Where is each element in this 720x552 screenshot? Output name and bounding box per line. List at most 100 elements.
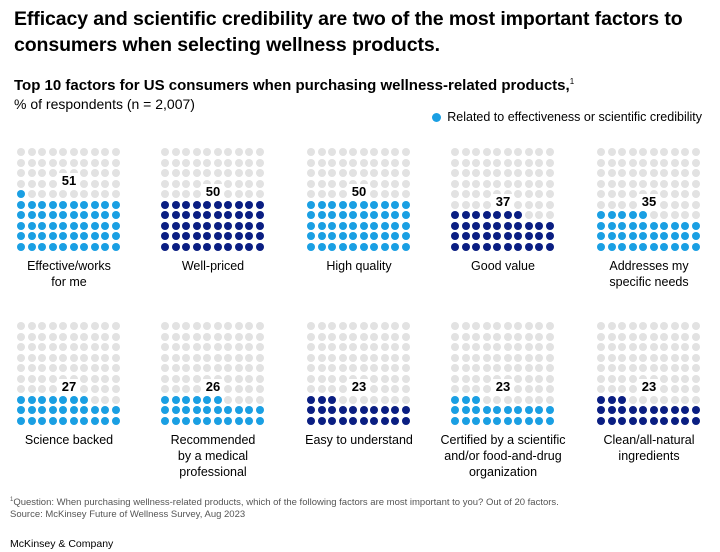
waffle-panel: 27 Science backed bbox=[17, 322, 157, 447]
waffle-dot-empty bbox=[639, 374, 647, 383]
value-label-wrap: 50 bbox=[161, 183, 265, 199]
waffle-dot-empty bbox=[203, 169, 211, 177]
waffle-dot-empty bbox=[639, 322, 647, 330]
waffle-dot-empty bbox=[514, 190, 522, 198]
waffle-dot-empty bbox=[451, 353, 459, 362]
waffle-dot-empty bbox=[597, 158, 605, 167]
waffle-dot-empty bbox=[224, 158, 232, 167]
waffle-dot-empty bbox=[192, 364, 201, 372]
waffle-dot-empty bbox=[597, 169, 605, 177]
waffle-dot-empty bbox=[80, 364, 88, 372]
waffle-dot-empty bbox=[524, 374, 533, 383]
waffle-dot-filled bbox=[90, 232, 99, 240]
waffle-dot-filled bbox=[17, 200, 25, 209]
waffle-dot-empty bbox=[391, 332, 399, 341]
waffle-dot-empty bbox=[691, 158, 700, 167]
waffle-dot-empty bbox=[535, 158, 543, 167]
waffle-dot-empty bbox=[101, 343, 109, 351]
waffle-dot-filled bbox=[192, 211, 201, 219]
waffle-dot-filled bbox=[660, 232, 668, 240]
waffle-dot-filled bbox=[161, 232, 169, 240]
waffle-dot-empty bbox=[203, 148, 211, 156]
waffle-dot-empty bbox=[27, 190, 36, 198]
waffle-dot-filled bbox=[38, 242, 46, 251]
waffle-dot-filled bbox=[628, 211, 637, 219]
waffle-dot-empty bbox=[597, 200, 605, 209]
waffle-dot-empty bbox=[80, 158, 88, 167]
waffle-dot-filled bbox=[38, 416, 46, 425]
waffle-dot-empty bbox=[660, 364, 668, 372]
waffle-dot-empty bbox=[691, 353, 700, 362]
waffle-dot-empty bbox=[111, 374, 120, 383]
waffle-dot-empty bbox=[101, 374, 109, 383]
waffle-dot-empty bbox=[535, 353, 543, 362]
value-label-wrap: 23 bbox=[451, 378, 555, 394]
waffle-grid: 35 bbox=[597, 148, 701, 252]
waffle-dot-empty bbox=[628, 385, 637, 393]
waffle-dot-filled bbox=[17, 395, 25, 404]
waffle-dot-empty bbox=[618, 169, 626, 177]
waffle-dot-filled bbox=[401, 416, 410, 425]
waffle-dot-filled bbox=[171, 395, 180, 404]
waffle-dot-empty bbox=[255, 322, 264, 330]
waffle-dot-filled bbox=[203, 406, 211, 414]
waffle-dot-empty bbox=[618, 148, 626, 156]
waffle-dot-filled bbox=[514, 416, 522, 425]
waffle-dot-filled bbox=[111, 200, 120, 209]
waffle-dot-empty bbox=[90, 179, 99, 188]
waffle-dot-filled bbox=[524, 406, 533, 414]
waffle-dot-empty bbox=[171, 385, 180, 393]
waffle-dot-empty bbox=[524, 322, 533, 330]
waffle-dot-empty bbox=[338, 353, 347, 362]
waffle-dot-filled bbox=[192, 406, 201, 414]
waffle-dot-empty bbox=[401, 395, 410, 404]
waffle-dot-filled bbox=[111, 406, 120, 414]
waffle-dot-empty bbox=[628, 343, 637, 351]
waffle-dot-filled bbox=[391, 406, 399, 414]
waffle-dot-empty bbox=[38, 322, 46, 330]
waffle-dot-empty bbox=[171, 364, 180, 372]
waffle-dot-empty bbox=[245, 148, 253, 156]
waffle-dot-filled bbox=[535, 221, 543, 230]
waffle-dot-empty bbox=[328, 385, 336, 393]
waffle-dot-empty bbox=[461, 179, 470, 188]
waffle-dot-empty bbox=[451, 332, 459, 341]
waffle-dot-empty bbox=[192, 343, 201, 351]
waffle-dot-empty bbox=[401, 353, 410, 362]
waffle-dot-filled bbox=[338, 406, 347, 414]
waffle-dot-filled bbox=[234, 232, 243, 240]
waffle-dot-filled bbox=[48, 395, 57, 404]
waffle-dot-empty bbox=[401, 385, 410, 393]
waffle-dot-empty bbox=[597, 374, 605, 383]
waffle-dot-empty bbox=[681, 353, 689, 362]
waffle-dot-empty bbox=[245, 343, 253, 351]
waffle-dot-filled bbox=[101, 200, 109, 209]
chart-title: Top 10 factors for US consumers when pur… bbox=[14, 77, 574, 94]
waffle-dot-empty bbox=[391, 169, 399, 177]
waffle-dot-filled bbox=[545, 221, 554, 230]
waffle-dot-empty bbox=[224, 190, 232, 198]
waffle-dot-filled bbox=[482, 211, 491, 219]
category-label: Clean/all-natural ingredients bbox=[603, 433, 695, 463]
waffle-dot-filled bbox=[69, 232, 78, 240]
waffle-dot-empty bbox=[545, 211, 554, 219]
waffle-dot-empty bbox=[461, 190, 470, 198]
waffle-dot-empty bbox=[359, 353, 368, 362]
waffle-dot-empty bbox=[639, 190, 647, 198]
waffle-dot-filled bbox=[472, 416, 480, 425]
waffle-dot-empty bbox=[171, 374, 180, 383]
waffle-dot-empty bbox=[628, 332, 637, 341]
waffle-dot-empty bbox=[359, 179, 368, 188]
waffle-dot-empty bbox=[17, 169, 25, 177]
waffle-dot-filled bbox=[307, 416, 315, 425]
waffle-dot-empty bbox=[607, 364, 616, 372]
waffle-dot-filled bbox=[48, 242, 57, 251]
waffle-dot-empty bbox=[80, 322, 88, 330]
waffle-dot-empty bbox=[545, 364, 554, 372]
value-label-wrap: 51 bbox=[17, 173, 121, 189]
waffle-dot-empty bbox=[234, 364, 243, 372]
waffle-dot-empty bbox=[338, 374, 347, 383]
waffle-dot-empty bbox=[461, 343, 470, 351]
waffle-dot-empty bbox=[307, 385, 315, 393]
waffle-dot-empty bbox=[524, 190, 533, 198]
